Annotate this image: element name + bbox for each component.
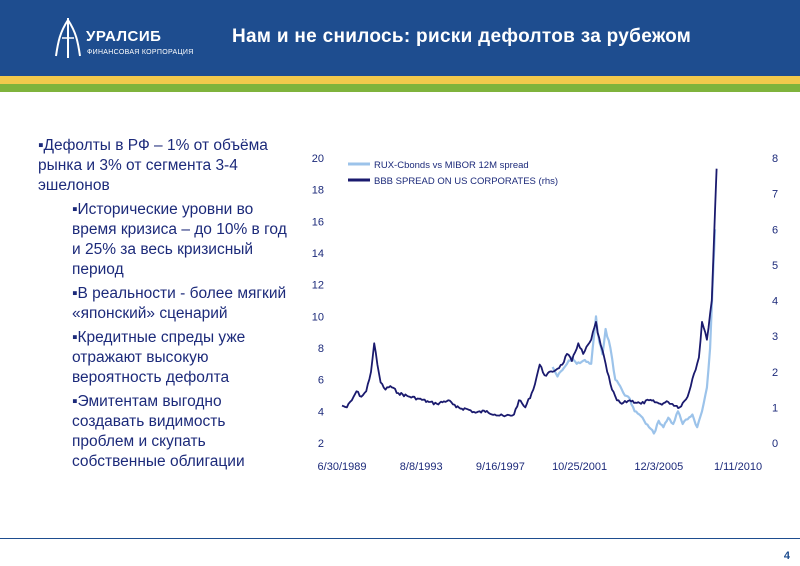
x-tick-label: 10/25/2001 xyxy=(552,461,607,473)
header-bar: УРАЛСИБ ФИНАНСОВАЯ КОРПОРАЦИЯ Нам и не с… xyxy=(0,0,800,76)
company-logo: УРАЛСИБ ФИНАНСОВАЯ КОРПОРАЦИЯ xyxy=(52,16,202,62)
y-left-tick-label: 6 xyxy=(318,375,324,387)
x-tick-label: 8/8/1993 xyxy=(400,461,443,473)
legend-label: BBB SPREAD ON US CORPORATES (rhs) xyxy=(374,176,558,187)
y-left-tick-label: 10 xyxy=(312,311,324,323)
bullet-item: ▪Дефолты в РФ – 1% от объёма рынка и 3% … xyxy=(38,137,268,194)
header-stripe-green xyxy=(0,84,800,92)
y-left-tick-label: 20 xyxy=(312,153,324,165)
bullet-item: ▪Исторические уровни во время кризиса – … xyxy=(72,201,287,278)
logo-emblem-icon xyxy=(55,18,81,58)
bullet-item: ▪Кредитные спреды уже отражают высокую в… xyxy=(72,329,246,386)
bullet-item: ▪В реальности - более мягкий «японский» … xyxy=(72,285,287,322)
y-left-tick-label: 12 xyxy=(312,280,324,292)
y-right-tick-label: 8 xyxy=(772,153,778,165)
y-left-tick-label: 14 xyxy=(312,248,324,260)
y-left-tick-label: 16 xyxy=(312,216,324,228)
bullet-list: ▪Дефолты в РФ – 1% от объёма рынка и 3% … xyxy=(38,136,288,476)
page-title: Нам и не снилось: риски дефолтов за рубе… xyxy=(232,26,692,47)
bullet-text: Исторические уровни во время кризиса – д… xyxy=(72,201,287,278)
y-right-tick-label: 2 xyxy=(772,367,778,379)
bullet-text: Эмитентам выгодно создавать видимость пр… xyxy=(72,393,245,470)
x-tick-label: 6/30/1989 xyxy=(318,461,367,473)
bullet-text: В реальности - более мягкий «японский» с… xyxy=(72,285,287,322)
bullet-text: Кредитные спреды уже отражают высокую ве… xyxy=(72,329,246,386)
footer-divider xyxy=(0,538,800,539)
logo-name: УРАЛСИБ xyxy=(86,28,162,45)
logo-subtitle: ФИНАНСОВАЯ КОРПОРАЦИЯ xyxy=(87,49,194,56)
bullet-item: ▪Эмитентам выгодно создавать видимость п… xyxy=(72,393,245,470)
y-left-tick-label: 8 xyxy=(318,343,324,355)
page-number: 4 xyxy=(783,550,790,562)
header-stripe-yellow xyxy=(0,76,800,84)
series-rux-cbonds-line xyxy=(551,229,717,435)
x-tick-label: 9/16/1997 xyxy=(476,461,525,473)
y-right-tick-label: 6 xyxy=(772,224,778,236)
y-right-tick-label: 7 xyxy=(772,189,778,201)
bullet-text: Дефолты в РФ – 1% от объёма рынка и 3% о… xyxy=(38,137,268,194)
y-right-tick-label: 3 xyxy=(772,331,778,343)
y-right-tick-label: 0 xyxy=(772,438,778,450)
x-tick-label: 1/11/2010 xyxy=(714,461,762,473)
y-left-tick-label: 4 xyxy=(318,406,324,418)
y-right-tick-label: 4 xyxy=(772,296,778,308)
legend-label: RUX-Cbonds vs MIBOR 12M spread xyxy=(374,160,529,171)
y-left-tick-label: 2 xyxy=(318,438,324,450)
y-right-tick-label: 1 xyxy=(772,402,778,414)
y-right-tick-label: 5 xyxy=(772,260,778,272)
y-left-tick-label: 18 xyxy=(312,185,324,197)
series-bbb-spread-line xyxy=(341,168,718,418)
x-tick-label: 12/3/2005 xyxy=(634,461,683,473)
